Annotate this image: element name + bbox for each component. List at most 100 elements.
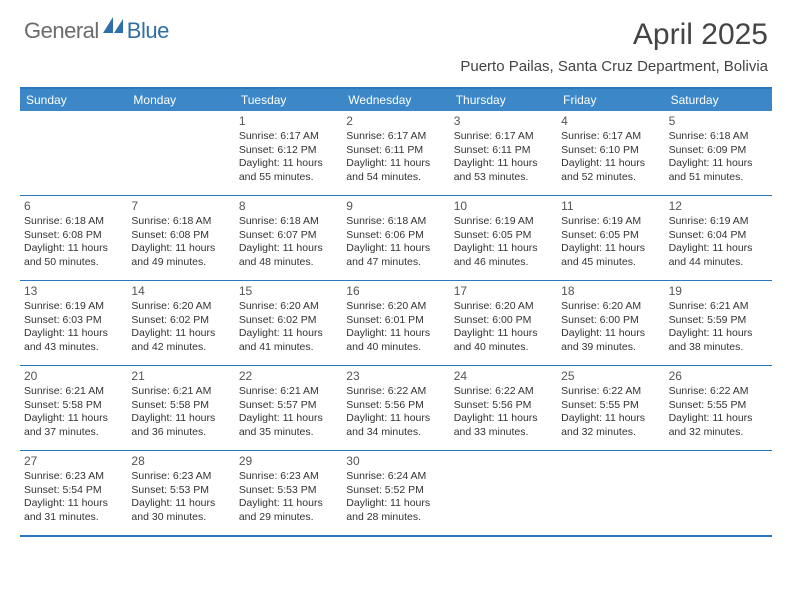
sunset-line: Sunset: 6:11 PM bbox=[454, 144, 553, 158]
day-cell: 30Sunrise: 6:24 AMSunset: 5:52 PMDayligh… bbox=[342, 451, 449, 535]
sunrise-line: Sunrise: 6:18 AM bbox=[346, 215, 445, 229]
day-number: 24 bbox=[454, 369, 553, 383]
day-cell: 16Sunrise: 6:20 AMSunset: 6:01 PMDayligh… bbox=[342, 281, 449, 365]
day-cell: 3Sunrise: 6:17 AMSunset: 6:11 PMDaylight… bbox=[450, 111, 557, 195]
sunrise-line: Sunrise: 6:19 AM bbox=[454, 215, 553, 229]
sunrise-line: Sunrise: 6:21 AM bbox=[131, 385, 230, 399]
daylight-line: Daylight: 11 hours and 38 minutes. bbox=[669, 327, 768, 354]
day-number: 16 bbox=[346, 284, 445, 298]
day-number: 26 bbox=[669, 369, 768, 383]
daylight-line: Daylight: 11 hours and 30 minutes. bbox=[131, 497, 230, 524]
dow-monday: Monday bbox=[127, 89, 234, 111]
sunset-line: Sunset: 6:05 PM bbox=[561, 229, 660, 243]
sunrise-line: Sunrise: 6:22 AM bbox=[346, 385, 445, 399]
day-of-week-header: Sunday Monday Tuesday Wednesday Thursday… bbox=[20, 89, 772, 111]
sunrise-line: Sunrise: 6:23 AM bbox=[131, 470, 230, 484]
sunset-line: Sunset: 6:00 PM bbox=[454, 314, 553, 328]
daylight-line: Daylight: 11 hours and 52 minutes. bbox=[561, 157, 660, 184]
logo-text-general: General bbox=[24, 18, 99, 44]
day-cell: 14Sunrise: 6:20 AMSunset: 6:02 PMDayligh… bbox=[127, 281, 234, 365]
day-cell: 11Sunrise: 6:19 AMSunset: 6:05 PMDayligh… bbox=[557, 196, 664, 280]
day-number: 30 bbox=[346, 454, 445, 468]
sunset-line: Sunset: 5:57 PM bbox=[239, 399, 338, 413]
day-cell: 2Sunrise: 6:17 AMSunset: 6:11 PMDaylight… bbox=[342, 111, 449, 195]
daylight-line: Daylight: 11 hours and 48 minutes. bbox=[239, 242, 338, 269]
sunrise-line: Sunrise: 6:22 AM bbox=[561, 385, 660, 399]
daylight-line: Daylight: 11 hours and 51 minutes. bbox=[669, 157, 768, 184]
daylight-line: Daylight: 11 hours and 35 minutes. bbox=[239, 412, 338, 439]
day-cell: 10Sunrise: 6:19 AMSunset: 6:05 PMDayligh… bbox=[450, 196, 557, 280]
dow-thursday: Thursday bbox=[450, 89, 557, 111]
sunset-line: Sunset: 5:54 PM bbox=[24, 484, 123, 498]
calendar: Sunday Monday Tuesday Wednesday Thursday… bbox=[20, 87, 772, 537]
day-number: 25 bbox=[561, 369, 660, 383]
daylight-line: Daylight: 11 hours and 31 minutes. bbox=[24, 497, 123, 524]
daylight-line: Daylight: 11 hours and 42 minutes. bbox=[131, 327, 230, 354]
daylight-line: Daylight: 11 hours and 28 minutes. bbox=[346, 497, 445, 524]
day-cell: 6Sunrise: 6:18 AMSunset: 6:08 PMDaylight… bbox=[20, 196, 127, 280]
day-number: 1 bbox=[239, 114, 338, 128]
dow-sunday: Sunday bbox=[20, 89, 127, 111]
day-cell: 1Sunrise: 6:17 AMSunset: 6:12 PMDaylight… bbox=[235, 111, 342, 195]
location-subtitle: Puerto Pailas, Santa Cruz Department, Bo… bbox=[460, 58, 768, 75]
sunset-line: Sunset: 5:52 PM bbox=[346, 484, 445, 498]
dow-wednesday: Wednesday bbox=[342, 89, 449, 111]
daylight-line: Daylight: 11 hours and 43 minutes. bbox=[24, 327, 123, 354]
sunrise-line: Sunrise: 6:20 AM bbox=[239, 300, 338, 314]
day-number: 8 bbox=[239, 199, 338, 213]
sunset-line: Sunset: 6:00 PM bbox=[561, 314, 660, 328]
day-number: 7 bbox=[131, 199, 230, 213]
sunset-line: Sunset: 5:56 PM bbox=[346, 399, 445, 413]
title-block: April 2025 Puerto Pailas, Santa Cruz Dep… bbox=[460, 18, 768, 75]
day-cell: 19Sunrise: 6:21 AMSunset: 5:59 PMDayligh… bbox=[665, 281, 772, 365]
sunset-line: Sunset: 6:02 PM bbox=[239, 314, 338, 328]
sunrise-line: Sunrise: 6:21 AM bbox=[669, 300, 768, 314]
sunrise-line: Sunrise: 6:19 AM bbox=[24, 300, 123, 314]
logo-text-blue: Blue bbox=[127, 18, 169, 44]
weeks-container: 1 Sunrise: 6:17 AM Sunset: 6:12 PM Daylight… bbox=[20, 111, 772, 535]
day-number: 5 bbox=[669, 114, 768, 128]
sunrise-line: Sunrise: 6:17 AM bbox=[346, 130, 445, 144]
daylight-line: Daylight: 11 hours and 36 minutes. bbox=[131, 412, 230, 439]
daylight-line: Daylight: 11 hours and 45 minutes. bbox=[561, 242, 660, 269]
day-cell: 27Sunrise: 6:23 AMSunset: 5:54 PMDayligh… bbox=[20, 451, 127, 535]
sunrise-line: Sunrise: 6:20 AM bbox=[454, 300, 553, 314]
daylight-line: Daylight: 11 hours and 41 minutes. bbox=[239, 327, 338, 354]
daylight-line: Daylight: 11 hours and 49 minutes. bbox=[131, 242, 230, 269]
day-cell: 4Sunrise: 6:17 AMSunset: 6:10 PMDaylight… bbox=[557, 111, 664, 195]
sunset-line: Sunset: 6:01 PM bbox=[346, 314, 445, 328]
logo: General Blue bbox=[24, 18, 169, 44]
header: General Blue April 2025 Puerto Pailas, S… bbox=[0, 0, 792, 79]
daylight-line: Daylight: 11 hours and 44 minutes. bbox=[669, 242, 768, 269]
day-cell: 7Sunrise: 6:18 AMSunset: 6:08 PMDaylight… bbox=[127, 196, 234, 280]
daylight-line: Daylight: 11 hours and 37 minutes. bbox=[24, 412, 123, 439]
day-number: 13 bbox=[24, 284, 123, 298]
daylight-line: Daylight: 11 hours and 54 minutes. bbox=[346, 157, 445, 184]
day-cell: 26Sunrise: 6:22 AMSunset: 5:55 PMDayligh… bbox=[665, 366, 772, 450]
day-number: 21 bbox=[131, 369, 230, 383]
dow-saturday: Saturday bbox=[665, 89, 772, 111]
sunrise-line: Sunrise: 6:21 AM bbox=[24, 385, 123, 399]
day-cell: 29Sunrise: 6:23 AMSunset: 5:53 PMDayligh… bbox=[235, 451, 342, 535]
day-number: 10 bbox=[454, 199, 553, 213]
daylight-line: Daylight: 11 hours and 46 minutes. bbox=[454, 242, 553, 269]
sunrise-line: Sunrise: 6:21 AM bbox=[239, 385, 338, 399]
sunrise-line: Sunrise: 6:23 AM bbox=[239, 470, 338, 484]
sunrise-line: Sunrise: 6:19 AM bbox=[669, 215, 768, 229]
sunset-line: Sunset: 6:04 PM bbox=[669, 229, 768, 243]
sunset-line: Sunset: 6:07 PM bbox=[239, 229, 338, 243]
day-cell: 17Sunrise: 6:20 AMSunset: 6:00 PMDayligh… bbox=[450, 281, 557, 365]
daylight-line: Daylight: 11 hours and 32 minutes. bbox=[561, 412, 660, 439]
day-number: 4 bbox=[561, 114, 660, 128]
day-number: 27 bbox=[24, 454, 123, 468]
day-cell: 18Sunrise: 6:20 AMSunset: 6:00 PMDayligh… bbox=[557, 281, 664, 365]
sunset-line: Sunset: 6:06 PM bbox=[346, 229, 445, 243]
day-cell: 25Sunrise: 6:22 AMSunset: 5:55 PMDayligh… bbox=[557, 366, 664, 450]
empty-cell bbox=[557, 451, 664, 535]
sunset-line: Sunset: 6:11 PM bbox=[346, 144, 445, 158]
sunset-line: Sunset: 5:55 PM bbox=[669, 399, 768, 413]
day-number: 19 bbox=[669, 284, 768, 298]
day-cell: 24Sunrise: 6:22 AMSunset: 5:56 PMDayligh… bbox=[450, 366, 557, 450]
sunset-line: Sunset: 6:12 PM bbox=[239, 144, 338, 158]
sunrise-line: Sunrise: 6:17 AM bbox=[561, 130, 660, 144]
